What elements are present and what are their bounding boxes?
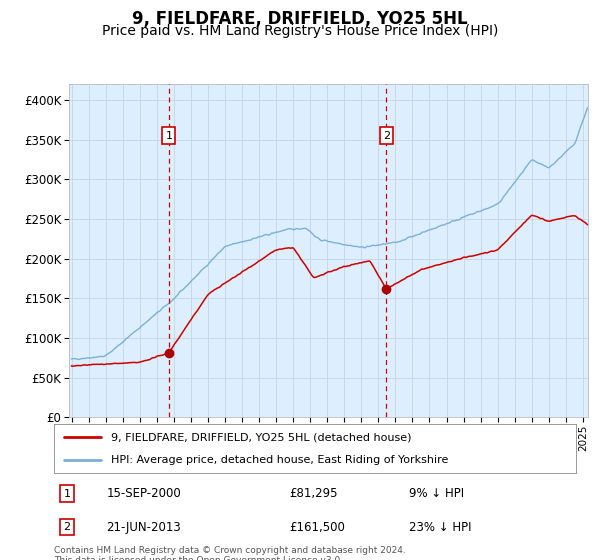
Text: 15-SEP-2000: 15-SEP-2000	[106, 487, 181, 500]
Text: 2: 2	[64, 522, 71, 532]
Text: Contains HM Land Registry data © Crown copyright and database right 2024.
This d: Contains HM Land Registry data © Crown c…	[54, 546, 406, 560]
Text: 9, FIELDFARE, DRIFFIELD, YO25 5HL: 9, FIELDFARE, DRIFFIELD, YO25 5HL	[132, 10, 468, 28]
Text: 1: 1	[166, 130, 172, 141]
Text: 9, FIELDFARE, DRIFFIELD, YO25 5HL (detached house): 9, FIELDFARE, DRIFFIELD, YO25 5HL (detac…	[112, 432, 412, 442]
Text: HPI: Average price, detached house, East Riding of Yorkshire: HPI: Average price, detached house, East…	[112, 455, 449, 465]
Text: 21-JUN-2013: 21-JUN-2013	[106, 521, 181, 534]
Text: 2: 2	[383, 130, 390, 141]
Text: £161,500: £161,500	[289, 521, 345, 534]
Text: 23% ↓ HPI: 23% ↓ HPI	[409, 521, 472, 534]
Text: Price paid vs. HM Land Registry's House Price Index (HPI): Price paid vs. HM Land Registry's House …	[102, 24, 498, 38]
Text: 9% ↓ HPI: 9% ↓ HPI	[409, 487, 464, 500]
Text: £81,295: £81,295	[289, 487, 337, 500]
Text: 1: 1	[64, 489, 71, 498]
